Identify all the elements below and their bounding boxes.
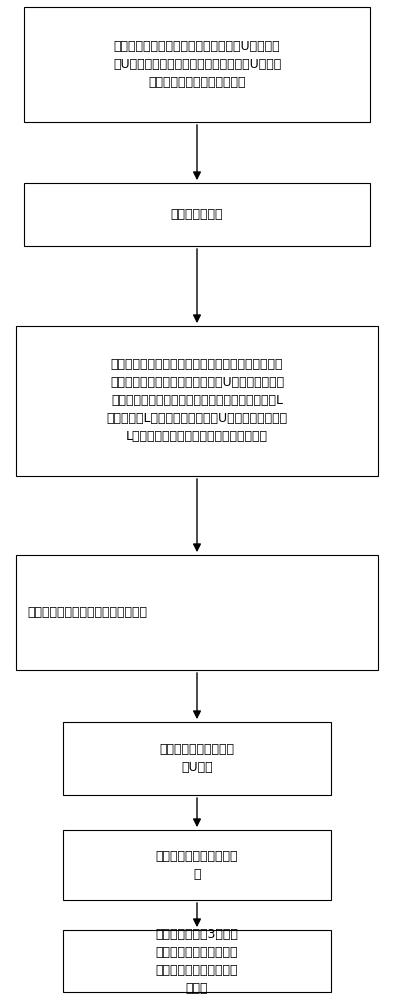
Text: 在桥下搭设支架: 在桥下搭设支架 [171, 208, 223, 221]
FancyBboxPatch shape [16, 326, 378, 476]
Text: 使桥面修养至少3天，然
后再对另外半幅桥面进行
加固，直至所有桥面均加
固完成: 使桥面修养至少3天，然 后再对另外半幅桥面进行 加固，直至所有桥面均加 固完成 [156, 928, 238, 995]
Text: 在空心板上锚贴安装翼
缘U型钢: 在空心板上锚贴安装翼 缘U型钢 [160, 743, 234, 774]
FancyBboxPatch shape [63, 722, 331, 795]
FancyBboxPatch shape [63, 830, 331, 900]
Text: 根据单跨桥梁长度和结构，压制成翼缘U型钢，翼
缘U型钢的钢翼缘设有通孔，所述的翼缘U型钢的
内壁焊接有均匀分布的剪力钉: 根据单跨桥梁长度和结构，压制成翼缘U型钢，翼 缘U型钢的钢翼缘设有通孔，所述的翼… [113, 40, 281, 89]
FancyBboxPatch shape [24, 183, 370, 246]
FancyBboxPatch shape [16, 555, 378, 670]
FancyBboxPatch shape [24, 7, 370, 122]
Text: 通过空心板铰缝灌入混凝
土: 通过空心板铰缝灌入混凝 土 [156, 850, 238, 880]
FancyBboxPatch shape [63, 930, 331, 992]
Text: 清洗钻孔并在所述通孔植入锚固螺杆: 清洗钻孔并在所述通孔植入锚固螺杆 [28, 606, 148, 619]
Text: 首先对桥面其中半幅桥面进行加固，在空心板铰缝两
侧底板打毛表面混凝土，并按翼缘U型钢钢翼缘的孔
位在底板上钻孔，在空心板铰缝两侧底板分别埋植L
型筋，所述L型筋: 首先对桥面其中半幅桥面进行加固，在空心板铰缝两 侧底板打毛表面混凝土，并按翼缘U… [106, 359, 288, 444]
